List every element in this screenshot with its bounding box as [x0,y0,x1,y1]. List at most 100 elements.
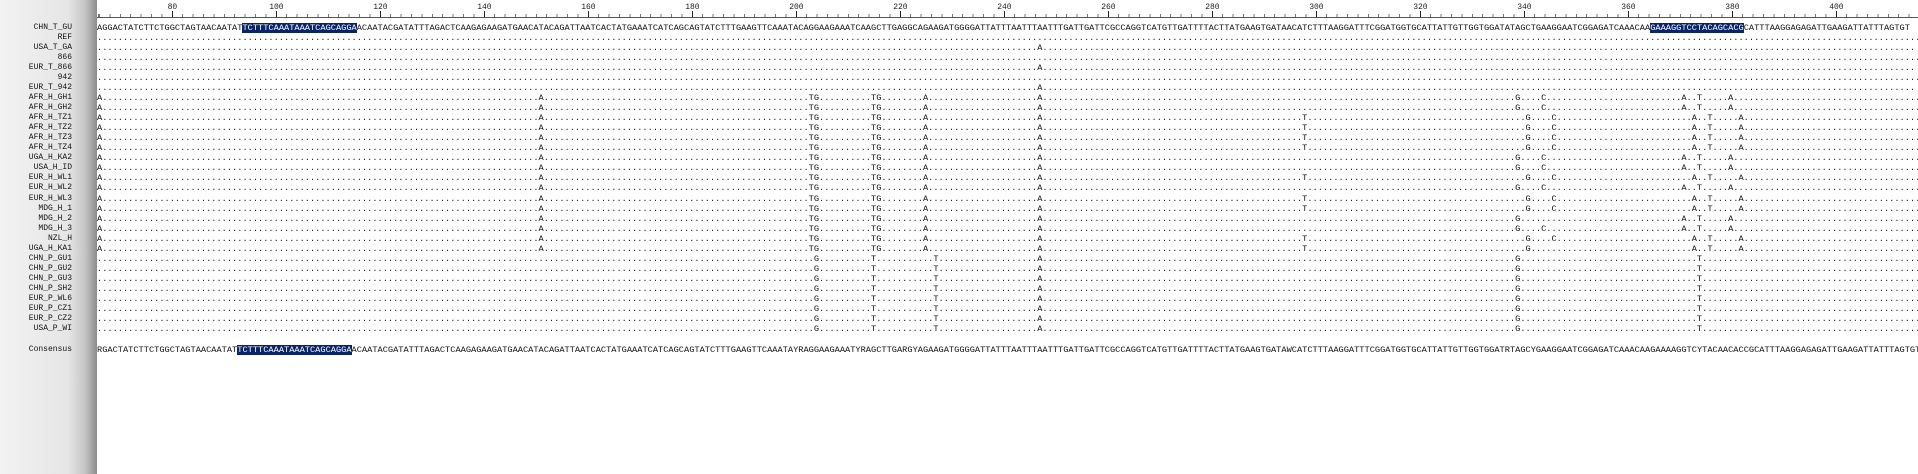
sequence-segment: A.......................................… [97,153,1918,164]
ruler-tick [172,11,174,17]
ruler-label: 240 [997,3,1012,12]
sequence-name: UGA_H_KA1 [28,243,72,253]
ruler-label: 300 [1309,3,1324,12]
sequence-name: 866 [57,53,72,63]
ruler-tick [380,11,382,17]
sequence-name: CHN_P_GU1 [28,253,72,263]
sequence-row: ........................................… [97,53,1918,63]
sequence-row: ........................................… [97,33,1918,43]
sequence-row: A.......................................… [97,123,1918,133]
ruler-minor-ticks [97,14,1918,17]
sequence-segment: ACAATACGATATTTAGACTCAAGAGAAGATGAACATACAG… [351,345,1918,355]
ruler-label: 280 [1205,3,1220,12]
sequence-row: ........................................… [97,314,1918,324]
sequence-row: A.......................................… [97,93,1918,103]
sequence-name: AFR_H_TZ4 [28,143,72,153]
ruler-tick [484,11,486,17]
sequence-segment: ........................................… [97,253,1918,264]
ruler-label: 160 [581,3,596,12]
sequence-row: A.......................................… [97,163,1918,173]
sequence-segment: ........................................… [97,53,1918,64]
ruler-label: 200 [789,3,804,12]
sequence-row: A.......................................… [97,204,1918,214]
sequence-row: A.......................................… [97,214,1918,224]
sequence-name: EUR_H_WL1 [28,173,72,183]
ruler-tick [692,11,694,17]
sequence-name: EUR_T_866 [28,63,72,73]
sequence-segment: RGACTATCTTCTGGCTAGTAACAATAT [97,345,238,355]
highlighted-segment: TCTTTCAAATAAATCAGCAGGA [242,23,357,33]
sequence-row: A.......................................… [97,183,1918,193]
sequence-row: ........................................… [97,73,1918,83]
sequence-row: A.......................................… [97,143,1918,153]
sequence-row: ........................................… [97,63,1915,73]
ruler-tick [1836,11,1838,17]
sequence-segment: ACAATACGATATTTAGACTCAAGAGAAGATGAACATACAG… [356,23,1651,33]
ruler-tick [588,11,590,17]
sequence-segment: A.......................................… [97,243,1918,254]
ruler-tick [1004,11,1006,17]
sequence-segment: ........................................… [97,313,1918,324]
ruler-tick [1420,11,1422,17]
sequence-name: AFR_H_TZ3 [28,133,72,143]
ruler-label: 100 [269,3,284,12]
sequence-segment: ........................................… [97,73,1918,84]
sequence-segment: AGGACTATCTTCTGGCTAGTAACAATAT [97,23,243,33]
sequence-row: A.......................................… [97,133,1918,143]
ruler-tick [1316,11,1318,17]
highlighted-segment: GAAAGGTCCTACAGCACG [1650,23,1744,33]
sequence-row: ........................................… [97,264,1918,274]
sequence-name: EUR_H_WL2 [28,183,72,193]
sequence-row: AGGACTATCTTCTGGCTAGTAACAATATTCTTTCAAATAA… [97,23,1910,33]
ruler-tick [900,11,902,17]
ruler-tick [1524,11,1526,17]
sequence-name: CHN_P_SH2 [28,283,72,293]
sequence-name: EUR_H_WL3 [28,193,72,203]
sequence-name: AFR_H_TZ2 [28,123,72,133]
name-panel [0,0,97,474]
sequence-name: USA_P_WI [33,323,72,333]
highlighted-segment: TCTTTCAAATAAATCAGCAGGA [237,345,352,355]
sequence-name: EUR_P_CZ1 [28,303,72,313]
sequence-row: ........................................… [97,254,1918,264]
sequence-name: CHN_P_GU2 [28,263,72,273]
sequence-segment: A.......................................… [97,213,1918,224]
sequence-name: 942 [57,73,72,83]
sequence-segment: A.......................................… [97,143,1918,154]
sequence-segment: A.......................................… [97,163,1918,174]
sequence-segment: ........................................… [97,303,1918,314]
ruler-tick [1732,11,1734,17]
sequence-name: EUR_T_942 [28,83,72,93]
sequence-name: UGA_H_KA2 [28,153,72,163]
ruler-label: 340 [1517,3,1532,12]
sequence-name: AFR_H_GH1 [28,93,72,103]
ruler-label: 140 [477,3,492,12]
ruler-label: 180 [685,3,700,12]
ruler-label: 80 [167,3,178,12]
sequence-row: A.......................................… [97,153,1918,163]
sequence-row: A.......................................… [97,244,1918,254]
sequence-row: ........................................… [97,83,1915,93]
sequence-segment: ........................................… [97,293,1918,304]
sequence-row: A.......................................… [97,103,1918,113]
sequence-row: A.......................................… [97,113,1918,123]
sequence-segment: A.......................................… [97,103,1918,114]
ruler-label: 400 [1829,3,1844,12]
sequence-segment: ........................................… [97,63,1916,74]
ruler-line [97,17,1918,18]
ruler-tick [1212,11,1214,17]
ruler-label: 320 [1413,3,1428,12]
ruler-tick [1108,11,1110,17]
sequence-row: ........................................… [97,324,1918,334]
sequence-segment: A.......................................… [97,183,1918,194]
sequence-row: A.......................................… [97,234,1918,244]
sequence-name: Consensus [28,345,72,354]
sequence-name: USA_T_GA [33,43,72,53]
sequence-name: CHN_P_GU3 [28,273,72,283]
sequence-row: ........................................… [97,274,1918,284]
sequence-name: MDG_H_2 [38,213,72,223]
sequence-segment: A.......................................… [97,223,1918,234]
sequence-segment: A.......................................… [97,173,1918,184]
sequence-name: MDG_H_1 [38,203,72,213]
